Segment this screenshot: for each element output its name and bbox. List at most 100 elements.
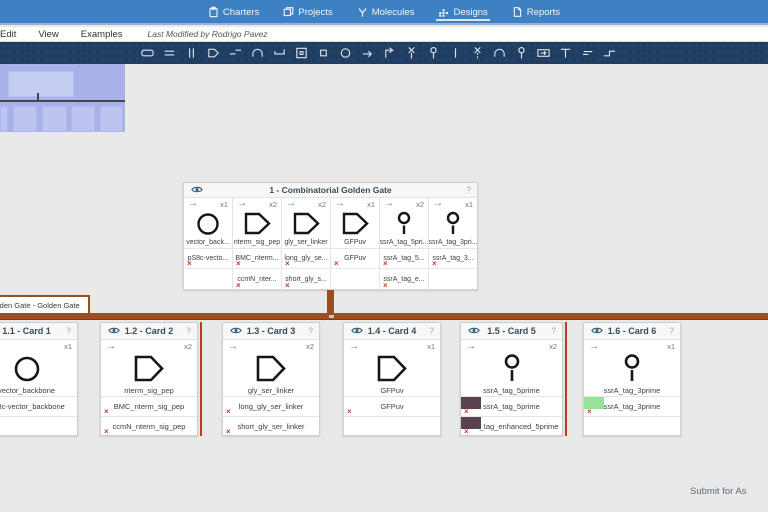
card-part-name[interactable]: gly_ser_linker: [247, 385, 295, 395]
strand-arrow-icon[interactable]: →: [228, 340, 238, 352]
tag-lollipop-glyph-icon[interactable]: [461, 353, 562, 384]
cds-glyph-icon[interactable]: [233, 211, 281, 237]
card-cell[interactable]: ssrA_tag_3prime ×: [584, 396, 680, 416]
strand-arrow-icon[interactable]: →: [286, 198, 296, 210]
nav-item-molecules[interactable]: Molecules: [355, 2, 417, 21]
bin-name[interactable]: GFPuv: [331, 237, 379, 249]
minimap[interactable]: [0, 64, 125, 132]
sbol-step-line-icon[interactable]: [602, 45, 617, 61]
strand-arrow-icon[interactable]: →: [589, 340, 599, 352]
card-part-name[interactable]: vector_backbone: [0, 385, 56, 395]
eye-icon[interactable]: [191, 181, 203, 199]
cds-glyph-icon[interactable]: [344, 353, 440, 384]
card-cell[interactable]: long_gly_ser_linker ×: [223, 396, 319, 416]
sbol-square-icon[interactable]: [316, 45, 331, 61]
sbol-lollipop-2-icon[interactable]: [514, 45, 529, 61]
card-cell[interactable]: [344, 416, 440, 436]
help-icon[interactable]: ?: [551, 326, 556, 336]
sbol-cds-arrow-icon[interactable]: [206, 45, 221, 61]
card-cell[interactable]: ssrA_tag_5prime ×: [461, 396, 562, 416]
menu-edit[interactable]: Edit: [0, 28, 17, 40]
sbol-cut-site-x-icon[interactable]: [404, 45, 419, 61]
strand-arrow-icon[interactable]: →: [466, 340, 476, 352]
card-cell[interactable]: GFPuv ×: [344, 396, 440, 416]
eye-icon[interactable]: [108, 322, 120, 340]
design-canvas[interactable]: 1 - Combinatorial Golden Gate ? → x1 vect…: [0, 64, 768, 512]
bin-cell[interactable]: GFPuv ×: [331, 249, 379, 270]
sbol-terminator-arch-2-icon[interactable]: [492, 45, 507, 61]
cds-glyph-icon[interactable]: [223, 353, 319, 384]
help-icon[interactable]: ?: [308, 326, 313, 336]
card-1-6[interactable]: 1.6 - Card 6? → x1 ssrA_tag_3prime ssrA_t…: [583, 322, 681, 436]
bin-cell[interactable]: long_gly_se... ×: [282, 249, 330, 270]
eye-icon[interactable]: [468, 322, 480, 340]
bin-cell[interactable]: [429, 269, 477, 290]
bin-cell[interactable]: ssrA_tag_e... ×: [383, 276, 425, 290]
origin-circle-glyph-icon[interactable]: [184, 211, 232, 237]
origin-circle-glyph-icon[interactable]: [0, 353, 77, 384]
help-icon[interactable]: ?: [186, 326, 191, 336]
bin-cell[interactable]: short_gly_s... ×: [285, 276, 327, 290]
bin-cell[interactable]: ssrA_tag_3... ×: [429, 249, 477, 270]
bin-name[interactable]: nterm_sig_pep: [233, 237, 281, 249]
submit-for-assembly-button[interactable]: Submit for As: [690, 486, 747, 497]
nav-item-designs[interactable]: Designs: [436, 2, 490, 21]
sbol-t-mark-icon[interactable]: [558, 45, 573, 61]
sbol-equals-icon[interactable]: [162, 45, 177, 61]
sbol-rounded-rectangle-icon[interactable]: [140, 45, 155, 61]
bin-name[interactable]: ssrA_tag_5pri...: [380, 237, 428, 249]
card-cell[interactable]: BMC_nterm_sig_pep ×: [101, 396, 197, 416]
sbol-tagged-box-icon[interactable]: [536, 45, 551, 61]
strand-arrow-icon[interactable]: →: [188, 198, 198, 210]
sbol-nested-square-icon[interactable]: [294, 45, 309, 61]
card-1-4[interactable]: 1.4 - Card 4? → x1 GFPuv GFPuv ×: [343, 322, 441, 436]
help-icon[interactable]: ?: [466, 185, 471, 195]
cds-glyph-icon[interactable]: [331, 211, 379, 237]
bin-name[interactable]: gly_ser_linker: [282, 237, 330, 249]
bin-cell[interactable]: pS8c-vecto... ×: [184, 249, 232, 270]
card-1-2[interactable]: 1.2 - Card 2? → x2 nterm_sig_pep BMC_nter…: [100, 322, 198, 436]
strand-arrow-icon[interactable]: →: [106, 340, 116, 352]
sbol-terminator-arch-icon[interactable]: [250, 45, 265, 61]
sbol-arrow-right-icon[interactable]: [360, 45, 375, 61]
card-cell[interactable]: [0, 416, 77, 436]
tag-lollipop-glyph-icon[interactable]: [380, 211, 428, 237]
card-part-name[interactable]: ssrA_tag_3prime: [603, 385, 661, 395]
card-cell[interactable]: short_gly_ser_linker ×: [223, 416, 319, 436]
card-part-name[interactable]: nterm_sig_pep: [124, 385, 174, 395]
help-icon[interactable]: ?: [429, 326, 434, 336]
eye-icon[interactable]: [230, 322, 242, 340]
card-part-name[interactable]: GFPuv: [380, 385, 404, 395]
eye-icon[interactable]: [351, 322, 363, 340]
sbol-corner-arrow-icon[interactable]: [382, 45, 397, 61]
card-1-3[interactable]: 1.3 - Card 3? → x2 gly_ser_linker long_gl…: [222, 322, 320, 436]
cds-glyph-icon[interactable]: [282, 211, 330, 237]
strand-arrow-icon[interactable]: →: [384, 198, 394, 210]
bin-name[interactable]: ssrA_tag_3pri...: [429, 237, 477, 249]
strand-arrow-icon[interactable]: →: [433, 198, 443, 210]
sbol-circle-icon[interactable]: [338, 45, 353, 61]
sbol-lollipop-icon[interactable]: [426, 45, 441, 61]
sbol-double-bar-icon[interactable]: [184, 45, 199, 61]
tree-branch-tab[interactable]: Golden Gate - Golden Gate: [0, 295, 90, 313]
card-cell[interactable]: pS8c-vector_backbone×: [0, 396, 77, 416]
bin-cell[interactable]: BMC_nterm... ×: [233, 249, 281, 270]
menu-examples[interactable]: Examples: [80, 28, 123, 40]
bin-cell[interactable]: [331, 269, 379, 290]
card-part-name[interactable]: ssrA_tag_5prime: [483, 385, 540, 395]
card-cell[interactable]: ssrA_tag_enhanced_5prime ×: [461, 416, 562, 436]
strand-arrow-icon[interactable]: →: [237, 198, 247, 210]
strand-arrow-icon[interactable]: →: [349, 340, 359, 352]
tag-lollipop-glyph-icon[interactable]: [584, 353, 680, 384]
sbol-offset-dashes-icon[interactable]: [228, 45, 243, 61]
bin-cell[interactable]: ccmN_nter... ×: [236, 276, 277, 290]
card-1-5[interactable]: 1.5 - Card 5? → x2 ssrA_tag_5prime ssrA_t…: [460, 322, 563, 436]
nav-item-reports[interactable]: Reports: [510, 2, 562, 21]
menu-view[interactable]: View: [38, 28, 59, 40]
bin-name[interactable]: vector_back...: [184, 237, 232, 249]
strand-arrow-icon[interactable]: →: [335, 198, 345, 210]
eye-icon[interactable]: [591, 322, 603, 340]
sbol-vertical-bar-icon[interactable]: [448, 45, 463, 61]
cds-glyph-icon[interactable]: [101, 353, 197, 384]
tag-lollipop-glyph-icon[interactable]: [429, 211, 477, 237]
